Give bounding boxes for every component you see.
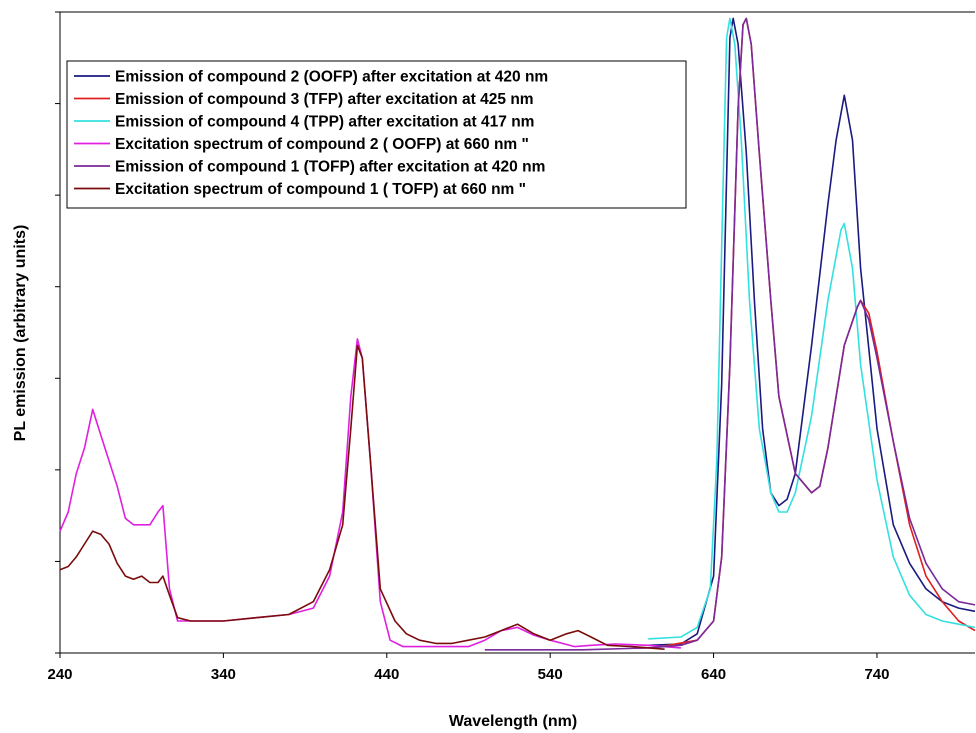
series-line-2 <box>664 17 976 647</box>
tick-labels: 240 340 440 540 640 740 <box>47 666 889 683</box>
legend-box <box>66 60 687 209</box>
series-line-4 <box>59 338 681 649</box>
x-tick-label: 340 <box>211 666 236 683</box>
legend-label: Excitation spectrum of compound 2 ( OOFP… <box>115 136 529 153</box>
legend-label: Emission of compound 1 (TOFP) after exci… <box>115 159 545 176</box>
x-axis-title: Wavelength (nm) <box>449 713 577 730</box>
series-line-6 <box>59 344 665 650</box>
axes <box>55 11 975 658</box>
legend-label: Emission of compound 3 (TFP) after excit… <box>115 91 534 108</box>
x-tick-label: 740 <box>864 666 889 683</box>
x-tick-label: 640 <box>701 666 726 683</box>
legend-label: Emission of compound 4 (TPP) after excit… <box>115 114 534 131</box>
x-tick-label: 440 <box>374 666 399 683</box>
series-line-1 <box>648 17 976 647</box>
series-line-5 <box>484 17 976 651</box>
x-tick-label: 540 <box>538 666 563 683</box>
legend-label: Emission of compound 2 (OOFP) after exci… <box>115 69 548 86</box>
series-layer <box>59 17 976 651</box>
legend-label: Excitation spectrum of compound 1 ( TOFP… <box>115 181 526 198</box>
legend: Emission of compound 2 (OOFP) after exci… <box>66 60 687 209</box>
y-axis-title: PL emission (arbitrary units) <box>12 225 29 442</box>
series-line-3 <box>648 17 976 640</box>
x-tick-label: 240 <box>47 666 72 683</box>
